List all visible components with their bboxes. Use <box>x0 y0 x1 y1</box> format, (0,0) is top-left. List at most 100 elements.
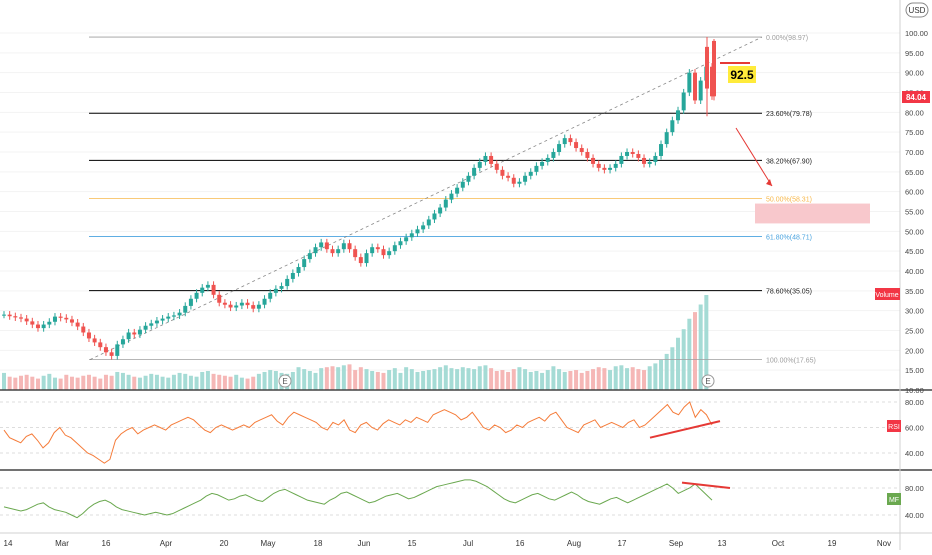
volume-bar <box>500 370 505 390</box>
candle-body <box>126 332 131 340</box>
earnings-marker[interactable] <box>701 374 715 388</box>
candle-body <box>307 253 312 260</box>
time-tick-label: May <box>260 539 275 548</box>
time-tick-label: 13 <box>718 539 727 548</box>
candle-body <box>613 163 618 168</box>
currency-badge[interactable] <box>905 2 929 18</box>
target-zone[interactable] <box>755 203 870 224</box>
fib-level-label: 38.20%(67.90) <box>766 158 812 165</box>
candle-body <box>387 251 392 256</box>
candle-body <box>211 284 216 295</box>
candle-body <box>511 177 516 184</box>
volume-bar <box>392 368 397 390</box>
candle-body <box>466 175 471 182</box>
price-tick-label: 60.00 <box>905 188 924 197</box>
volume-bar <box>205 371 210 390</box>
volume-bar <box>540 372 545 390</box>
candle-body <box>705 46 709 89</box>
candle-body <box>47 321 52 325</box>
volume-bar <box>92 376 97 390</box>
volume-bar <box>273 371 278 390</box>
price-tick-label: 100.00 <box>905 29 928 38</box>
volume-bar <box>602 368 607 390</box>
candle-body <box>109 352 114 356</box>
candle-body <box>13 316 18 318</box>
candle-body <box>398 241 403 246</box>
candle-body <box>92 338 97 343</box>
price-tick-label: 75.00 <box>905 128 924 137</box>
candle-body <box>330 249 335 254</box>
candle-body <box>24 318 29 322</box>
candle-body <box>245 302 250 306</box>
volume-bar <box>256 373 261 390</box>
dashed-trendline[interactable] <box>89 36 763 361</box>
volume-bar <box>477 366 482 390</box>
volume-bar <box>443 365 448 390</box>
candle-body <box>472 167 477 176</box>
candle-body <box>494 163 499 170</box>
candle-body <box>381 249 386 256</box>
volume-bar <box>183 373 188 390</box>
volume-bar <box>13 377 18 390</box>
time-tick-label: Jul <box>463 539 473 548</box>
candle-body <box>449 193 454 200</box>
candle-body <box>574 142 579 149</box>
volume-bar <box>511 369 516 390</box>
volume-bar <box>523 369 528 390</box>
candle-body <box>477 161 482 168</box>
candle-body <box>86 332 91 339</box>
candle-body <box>81 326 86 333</box>
volume-bar <box>98 378 103 390</box>
volume-bar <box>347 364 352 390</box>
candle-body <box>557 144 562 152</box>
volume-bar <box>200 371 205 390</box>
rsi-tag-label: RSI <box>888 424 900 431</box>
candle-body <box>443 199 448 208</box>
volume-bar <box>534 371 539 390</box>
volume-bar <box>472 369 477 390</box>
rsi-trendline[interactable] <box>649 420 721 439</box>
volume-bar <box>18 375 23 390</box>
volume-bar <box>409 369 414 390</box>
volume-bar <box>341 365 346 390</box>
rsi-axis[interactable]: 80.00 60.00 40.00 <box>905 398 924 458</box>
candle-body <box>670 120 675 133</box>
volume-bar <box>228 376 233 390</box>
volume-bar <box>421 371 426 390</box>
candle-body <box>132 332 137 335</box>
time-tick-label: Sep <box>669 539 684 548</box>
price-tick-label: 30.00 <box>905 307 924 316</box>
mf-axis[interactable]: 80.00 40.00 <box>905 484 924 520</box>
candle-body <box>30 321 35 325</box>
candle-body <box>52 316 57 322</box>
candle-body <box>630 152 635 154</box>
projection-arrowhead <box>766 179 772 186</box>
time-axis[interactable]: 14 Mar 16 Apr 20 May 18 Jun 15 Jul 16 Aug 17 Sep 13 Oct… <box>4 539 892 548</box>
candle-body <box>290 272 295 279</box>
candle-body <box>438 207 443 214</box>
volume-bar <box>687 318 692 390</box>
volume-bar <box>659 359 664 390</box>
candle-body <box>415 229 420 234</box>
volume-bar <box>262 371 267 390</box>
callout-value: 92.5 <box>730 68 754 82</box>
volume-bar <box>47 373 52 390</box>
volume-bar <box>336 367 341 390</box>
price-tick-label: 95.00 <box>905 49 924 58</box>
candle-body <box>528 171 533 176</box>
candle-body <box>687 72 692 93</box>
projection-arrow[interactable] <box>735 127 773 187</box>
candle-body <box>693 72 698 101</box>
volume-bar <box>466 368 471 390</box>
earnings-marker[interactable] <box>278 374 292 388</box>
volume-bar <box>426 370 431 390</box>
volume-bar <box>358 367 363 390</box>
volume-bar <box>636 369 641 390</box>
mf-trendline[interactable] <box>681 481 731 489</box>
price-axis[interactable]: 100.0095.0090.0085.0080.0075.0070.0065.0… <box>905 29 928 395</box>
price-tick-label: 70.00 <box>905 148 924 157</box>
volume-bar <box>438 367 443 390</box>
candle-body <box>341 243 346 250</box>
